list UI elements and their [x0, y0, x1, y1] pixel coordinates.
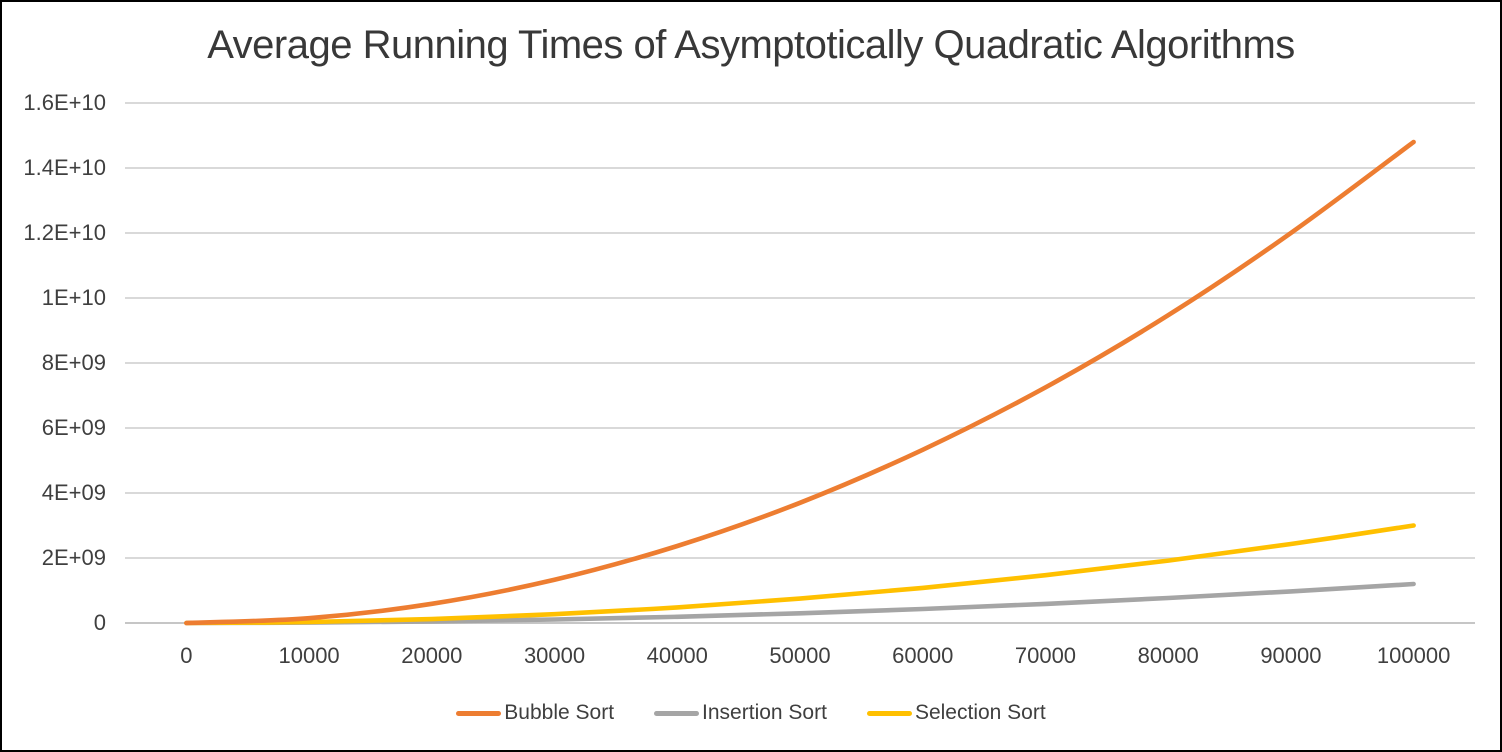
legend-label: Insertion Sort: [702, 701, 827, 724]
x-axis-tick-label: 10000: [278, 643, 340, 668]
legend-swatch-selection-sort: [866, 710, 912, 716]
y-axis-tick-label: 1E+10: [41, 285, 106, 310]
insertion-sort-line: [184, 581, 1416, 626]
y-axis-tick-label: 1.6E+10: [23, 90, 106, 115]
legend-label: Bubble Sort: [504, 701, 615, 724]
y-axis-tick-label: 8E+09: [41, 350, 106, 375]
y-axis-tick-label: 1.4E+10: [23, 155, 106, 180]
x-axis-tick-label: 40000: [646, 643, 708, 668]
x-axis-tick-label: 20000: [401, 643, 463, 668]
y-axis-tick-label: 6E+09: [41, 415, 106, 440]
x-axis-tick-label: 50000: [769, 643, 831, 668]
legend-swatch-bubble-sort: [456, 710, 502, 716]
y-axis-tick-label: 4E+09: [41, 480, 106, 505]
x-axis-tick-label: 70000: [1014, 643, 1077, 668]
x-axis-tick-label: 30000: [523, 643, 586, 668]
x-axis-tick-label: 80000: [1137, 643, 1199, 668]
legend-label: Selection Sort: [914, 701, 1046, 724]
legend-item-insertion-sort: Insertion Sort: [654, 701, 827, 725]
y-axis-tick-label: 2E+09: [41, 545, 106, 570]
legend-swatch-insertion-sort: [654, 710, 700, 716]
x-axis-tick-label: 0: [180, 643, 193, 668]
y-axis-tick-label: 1.2E+10: [23, 220, 106, 245]
y-axis-tick-label: 0: [93, 610, 106, 635]
x-axis-tick-label: 90000: [1260, 643, 1322, 668]
legend-item-bubble-sort: Bubble Sort: [456, 701, 614, 725]
legend: Bubble Sort Insertion Sort Selection Sort: [2, 701, 1500, 725]
bubble-sort-line: [184, 139, 1416, 626]
x-axis-tick-label: 100000: [1376, 643, 1451, 668]
x-axis-tick-label: 60000: [892, 643, 954, 668]
selection-sort-line: [184, 523, 1416, 626]
chart-title: Average Running Times of Asymptotically …: [207, 23, 1295, 67]
legend-item-selection-sort: Selection Sort: [866, 701, 1046, 725]
